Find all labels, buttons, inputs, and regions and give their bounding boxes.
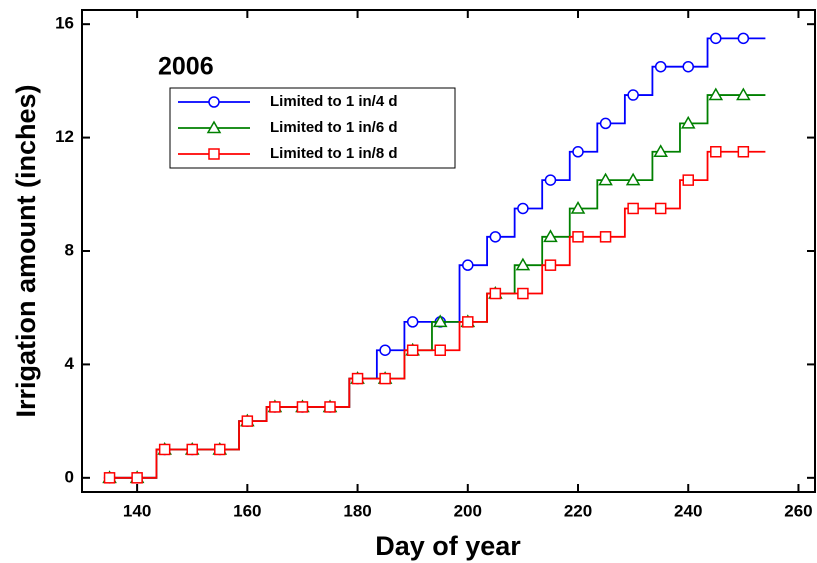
marker [710, 32, 722, 45]
marker [544, 259, 557, 271]
legend-marker [208, 96, 220, 108]
y-tick-label: 16 [55, 14, 74, 33]
marker [517, 287, 529, 300]
marker [737, 146, 750, 158]
marker [434, 344, 446, 356]
marker [351, 372, 364, 385]
marker [654, 202, 667, 215]
marker [158, 443, 171, 456]
legend-label: Limited to 1 in/6 d [270, 119, 398, 136]
marker [462, 259, 474, 271]
marker [708, 87, 724, 101]
marker [515, 257, 531, 271]
marker [269, 401, 281, 413]
marker [406, 316, 419, 328]
marker [103, 472, 116, 484]
marker [599, 117, 612, 130]
marker [737, 32, 750, 45]
marker [241, 415, 254, 427]
x-tick-label: 160 [233, 501, 261, 520]
marker [432, 314, 448, 328]
marker [627, 202, 639, 215]
marker [462, 316, 474, 328]
marker [570, 200, 586, 214]
marker [324, 401, 336, 413]
marker [654, 60, 667, 73]
legend-marker [208, 148, 220, 160]
marker [598, 172, 613, 186]
y-axis-title: Irrigation amount (inches) [11, 84, 41, 417]
marker [572, 146, 584, 158]
marker [131, 472, 143, 484]
legend-label: Limited to 1 in/4 d [270, 93, 398, 110]
x-tick-label: 220 [564, 501, 592, 520]
marker [680, 115, 696, 129]
series-line [109, 150, 766, 479]
y-tick-label: 4 [65, 354, 75, 373]
marker [186, 443, 198, 456]
marker [572, 231, 584, 243]
marker [406, 344, 419, 356]
marker [625, 172, 641, 186]
marker [710, 146, 722, 158]
plot-frame [81, 9, 816, 493]
y-tick-label: 8 [65, 240, 74, 259]
x-tick-label: 240 [674, 501, 702, 520]
marker [379, 344, 391, 356]
marker [599, 231, 612, 243]
y-tick-label: 12 [55, 127, 74, 146]
marker [682, 60, 694, 73]
x-tick-label: 140 [123, 501, 151, 520]
marker [544, 174, 557, 186]
marker [214, 443, 226, 456]
marker [543, 229, 558, 243]
x-axis-title: Day of year [375, 531, 521, 561]
marker [296, 401, 309, 413]
x-tick-label: 260 [784, 501, 812, 520]
marker [627, 89, 639, 101]
marker [682, 174, 694, 186]
legend-marker [206, 120, 222, 134]
marker [736, 87, 751, 101]
marker [379, 372, 391, 385]
marker [489, 231, 502, 243]
marker [517, 202, 529, 215]
y-tick-label: 0 [65, 467, 74, 486]
x-tick-label: 180 [343, 501, 371, 520]
marker [489, 287, 502, 300]
legend-label: Limited to 1 in/8 d [270, 145, 398, 162]
annotation: 2006 [158, 53, 214, 81]
marker [653, 144, 668, 158]
x-tick-label: 200 [454, 501, 482, 520]
